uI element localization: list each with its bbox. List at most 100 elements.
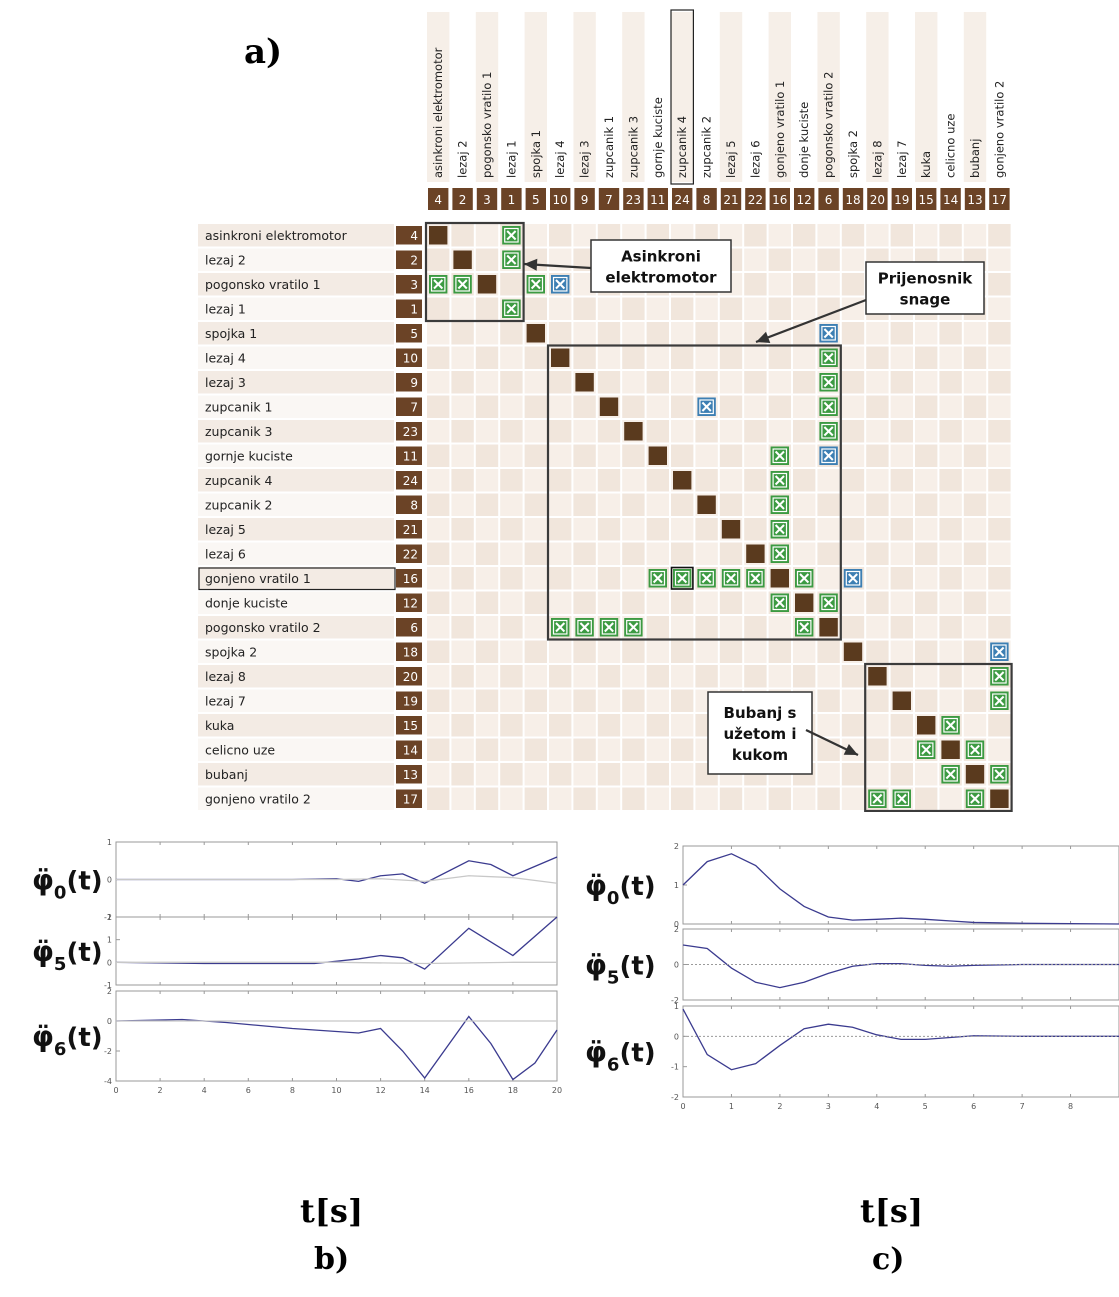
column-id-label: 20 xyxy=(870,193,885,207)
y-tick-label: -2 xyxy=(671,996,679,1005)
matrix-cell xyxy=(573,469,596,492)
green-dependency-mark-x xyxy=(799,622,810,633)
row-label-band xyxy=(198,665,394,688)
matrix-cell xyxy=(963,591,987,614)
matrix-cell xyxy=(451,224,474,247)
column-header-band xyxy=(695,12,718,182)
column-header-label: gornje kuciste xyxy=(651,97,665,178)
matrix-cell xyxy=(451,469,474,492)
matrix-cell xyxy=(622,444,645,467)
matrix-cell xyxy=(500,640,523,663)
green-dependency-mark-frame xyxy=(967,791,983,807)
green-dependency-mark-frame xyxy=(504,301,519,317)
row-id-label: 15 xyxy=(403,719,418,733)
row-label-band xyxy=(198,518,394,541)
module-box-1 xyxy=(424,221,525,323)
green-dependency-mark xyxy=(795,569,814,588)
panel-b-label: b) xyxy=(314,1242,350,1277)
green-dependency-mark xyxy=(770,446,789,465)
column-header-band xyxy=(524,12,547,182)
matrix-cell xyxy=(890,444,913,467)
green-dependency-mark xyxy=(892,789,911,808)
matrix-cell xyxy=(963,518,987,541)
row-id-box xyxy=(396,299,422,318)
diagonal-cell xyxy=(624,422,643,441)
matrix-cell xyxy=(427,493,450,516)
matrix-cell xyxy=(866,444,889,467)
green-dependency-mark-frame xyxy=(577,619,592,635)
matrix-cell xyxy=(890,591,913,614)
column-id-label: 15 xyxy=(919,193,934,207)
matrix-cell xyxy=(500,371,523,394)
green-dependency-mark-x xyxy=(970,793,980,804)
matrix-cell xyxy=(475,689,499,712)
matrix-cell xyxy=(622,665,645,688)
row-id-label: 10 xyxy=(403,352,418,366)
matrix-cell xyxy=(768,420,791,443)
matrix-cell xyxy=(549,518,572,541)
column-id-label: 18 xyxy=(845,193,860,207)
matrix-cell xyxy=(500,591,523,614)
matrix-cell xyxy=(573,273,596,296)
matrix-cell xyxy=(573,567,596,590)
matrix-cell xyxy=(671,763,694,786)
column-id-label: 6 xyxy=(825,193,833,207)
matrix-cell xyxy=(793,273,816,296)
green-dependency-mark-x xyxy=(896,793,907,804)
matrix-cell xyxy=(915,444,938,467)
column-header-label: spojka 1 xyxy=(529,130,543,178)
green-dependency-mark-frame xyxy=(821,399,836,415)
matrix-cell xyxy=(524,640,547,663)
matrix-cell xyxy=(817,542,840,565)
matrix-cell xyxy=(475,763,499,786)
column-id-label: 13 xyxy=(967,193,982,207)
mark-highlight xyxy=(670,566,694,590)
y-axis-symbol: φ̈6(t) xyxy=(32,1020,103,1060)
matrix-cell xyxy=(671,395,694,418)
diagonal-cell xyxy=(965,765,985,784)
blue-dependency-mark-frame xyxy=(821,448,836,464)
matrix-cell xyxy=(597,689,621,712)
matrix-cell xyxy=(817,787,840,810)
green-dependency-mark xyxy=(624,618,643,637)
green-dependency-mark xyxy=(648,569,667,588)
green-dependency-mark xyxy=(502,250,521,269)
matrix-cell xyxy=(939,420,962,443)
column-header-label: zupcanik 1 xyxy=(602,116,616,178)
y-tick-label: 0 xyxy=(107,958,112,967)
matrix-cell xyxy=(524,567,547,590)
matrix-cell xyxy=(573,444,596,467)
green-dependency-mark-frame xyxy=(772,546,788,562)
diagonal-cell xyxy=(770,569,789,588)
matrix-cell xyxy=(817,640,840,663)
column-header-highlight xyxy=(670,9,694,185)
matrix-cell xyxy=(573,714,596,737)
green-dependency-mark xyxy=(673,569,692,588)
column-header-band xyxy=(988,12,1011,182)
matrix-cell xyxy=(524,616,547,639)
matrix-cell xyxy=(817,518,840,541)
green-dependency-mark-x xyxy=(774,499,785,510)
matrix-cell xyxy=(475,616,499,639)
matrix-cell xyxy=(841,322,865,345)
column-header-band xyxy=(573,12,596,182)
matrix-cell xyxy=(500,714,523,737)
matrix-cell xyxy=(890,640,913,663)
matrix-cell xyxy=(549,444,572,467)
green-dependency-mark xyxy=(770,495,789,514)
y-axis-symbol: φ̈0(t) xyxy=(585,869,656,909)
matrix-cell xyxy=(915,763,938,786)
column-header-band xyxy=(427,12,450,182)
matrix-cell xyxy=(939,322,962,345)
matrix-cell xyxy=(427,787,450,810)
green-dependency-mark xyxy=(868,789,887,808)
green-dependency-mark xyxy=(599,618,619,637)
matrix-cell xyxy=(963,395,987,418)
series-line xyxy=(116,875,558,884)
column-id-box xyxy=(598,188,620,210)
matrix-cell xyxy=(549,640,572,663)
matrix-cell xyxy=(817,714,840,737)
matrix-cell xyxy=(427,518,450,541)
column-id-label: 7 xyxy=(605,193,613,207)
green-dependency-mark-x xyxy=(433,279,444,290)
